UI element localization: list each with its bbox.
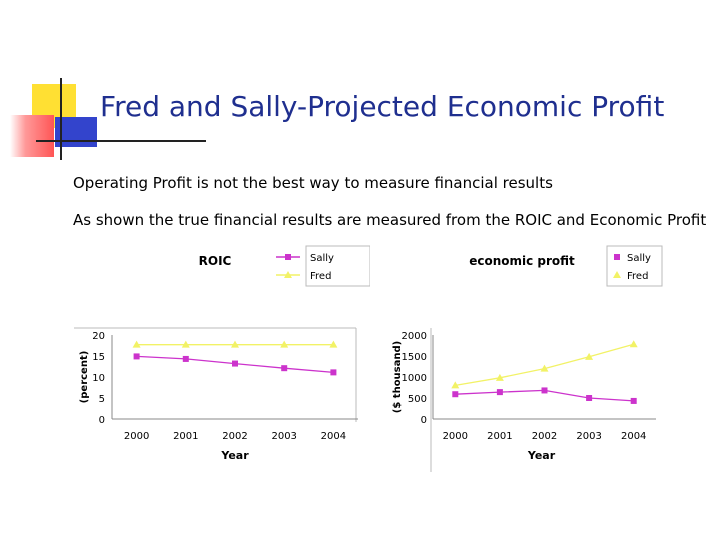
econ-point-fred xyxy=(451,381,460,389)
roic-y-tick-label: 5 xyxy=(99,394,105,405)
econ-y-tick-label: 500 xyxy=(408,394,427,405)
econ-y-tick-label: 1000 xyxy=(402,373,427,384)
econ-point-fred xyxy=(585,352,594,360)
roic-y-tick-label: 0 xyxy=(99,415,105,426)
roic-x-axis-label: Year xyxy=(220,449,249,462)
econ-x-tick-label: 2002 xyxy=(532,431,557,442)
econ-point-sally xyxy=(496,389,503,396)
econ-x-tick-label: 2000 xyxy=(443,431,468,442)
roic-legend-label-fred: Fred xyxy=(310,271,331,282)
bullet-text-2: As shown the true financial results are … xyxy=(73,211,707,229)
roic-y-axis-label: (percent) xyxy=(79,351,90,404)
econ-x-axis-label: Year xyxy=(527,449,556,462)
roic-x-tick-label: 2002 xyxy=(222,431,247,442)
econ-point-fred xyxy=(540,364,549,372)
econ-y-tick-label: 1500 xyxy=(402,352,427,363)
decor-blue-square xyxy=(55,117,97,147)
roic-y-tick-label: 10 xyxy=(92,373,105,384)
roic-legend-label-sally: Sally xyxy=(310,253,334,264)
roic-point-sally xyxy=(281,365,288,372)
econ-y-axis-label: ($ thousand) xyxy=(392,341,403,413)
roic-point-sally xyxy=(182,355,189,362)
roic-legend-marker-sally xyxy=(285,254,291,260)
roic-x-tick-label: 2001 xyxy=(173,431,198,442)
econ-point-sally xyxy=(541,387,548,394)
roic-legend-marker-fred xyxy=(284,271,292,278)
econ-point-fred xyxy=(629,340,638,348)
slide-title: Fred and Sally-Projected Economic Profit xyxy=(100,90,665,123)
econ-x-tick-label: 2001 xyxy=(487,431,512,442)
econ-x-tick-label: 2004 xyxy=(621,431,646,442)
roic-point-fred xyxy=(132,340,141,348)
econ-y-tick-label: 2000 xyxy=(402,331,427,342)
econ-chart-title: economic profit xyxy=(469,254,575,268)
roic-point-fred xyxy=(181,340,190,348)
roic-x-tick-label: 2004 xyxy=(321,431,346,442)
roic-point-sally xyxy=(133,353,140,360)
econ-legend-box xyxy=(606,245,663,287)
roic-x-tick-label: 2003 xyxy=(271,431,296,442)
roic-point-fred xyxy=(280,340,289,348)
roic-point-sally xyxy=(330,369,337,376)
bullet-text-1: Operating Profit is not the best way to … xyxy=(73,174,553,192)
roic-y-tick-label: 15 xyxy=(92,352,105,363)
roic-point-fred xyxy=(231,340,239,348)
econ-legend-label-sally: Sally xyxy=(627,253,651,264)
econ-x-tick-label: 2003 xyxy=(576,431,601,442)
econ-point-sally xyxy=(586,395,593,401)
roic-chart-title: ROIC xyxy=(199,254,232,268)
econ-point-fred xyxy=(495,373,504,381)
decor-red-square xyxy=(10,115,54,157)
econ-legend-label-fred: Fred xyxy=(627,271,648,282)
roic-legend-box xyxy=(305,245,370,287)
econ-point-sally xyxy=(630,397,637,404)
decor-vertical-line xyxy=(60,78,62,160)
roic-y-tick-label: 20 xyxy=(92,331,105,342)
econ-legend-marker-sally xyxy=(614,254,620,260)
roic-chart: ROIC Sally Fred 0 5 10 15 20(percent) 2000 2001 20… xyxy=(74,245,370,462)
roic-x-tick-label: 2000 xyxy=(124,431,149,442)
roic-point-fred xyxy=(329,340,338,348)
econ-legend-marker-fred xyxy=(613,271,621,278)
roic-point-sally xyxy=(232,360,238,367)
decor-horizontal-line xyxy=(36,140,206,142)
econ-point-sally xyxy=(452,391,459,398)
econ-y-tick-label: 0 xyxy=(421,415,427,426)
economic-profit-chart: economic profit Sally Fred 0 500 1000 1500 2000… xyxy=(392,245,663,472)
